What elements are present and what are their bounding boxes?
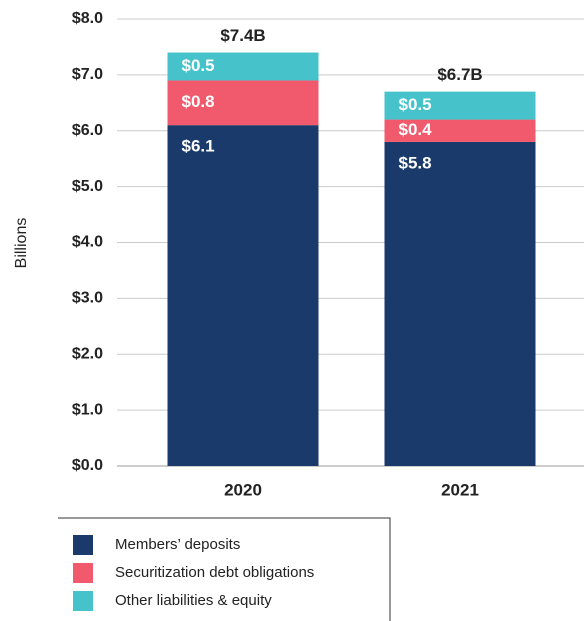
legend-label: Other liabilities & equity xyxy=(115,592,272,609)
data-label: $6.1 xyxy=(182,137,215,156)
legend-swatch xyxy=(73,535,93,555)
legend-label: Members’ deposits xyxy=(115,536,240,553)
legend-swatch xyxy=(73,563,93,583)
y-tick-label: $1.0 xyxy=(72,401,103,418)
bar-segment xyxy=(384,141,536,467)
bar-segment xyxy=(167,125,319,466)
legend-frame xyxy=(58,517,391,621)
data-label: $0.5 xyxy=(399,95,432,114)
y-tick-label: $5.0 xyxy=(72,178,103,195)
total-label: $7.4B xyxy=(220,26,265,45)
legend-swatch xyxy=(73,591,93,611)
y-tick-label: $2.0 xyxy=(72,345,103,362)
x-tick-label: 2021 xyxy=(441,480,479,499)
y-tick-label: $6.0 xyxy=(72,122,103,139)
x-tick-label: 2020 xyxy=(224,480,262,499)
y-tick-label: $8.0 xyxy=(72,10,103,27)
bar-segment xyxy=(384,91,536,120)
bar-segment xyxy=(167,52,319,81)
data-label: $0.4 xyxy=(399,120,433,139)
data-label: $5.8 xyxy=(399,153,432,172)
y-tick-label: $0.0 xyxy=(72,457,103,474)
bar-segment xyxy=(167,80,319,126)
data-label: $0.8 xyxy=(182,92,215,111)
total-label: $6.7B xyxy=(437,65,482,84)
y-tick-label: $4.0 xyxy=(72,234,103,251)
y-tick-label: $7.0 xyxy=(72,66,103,83)
data-label: $0.5 xyxy=(182,56,215,75)
y-axis-label: Billions xyxy=(13,218,30,269)
y-tick-label: $3.0 xyxy=(72,290,103,307)
legend-label: Securitization debt obligations xyxy=(115,564,314,581)
bar-segment xyxy=(384,119,536,142)
